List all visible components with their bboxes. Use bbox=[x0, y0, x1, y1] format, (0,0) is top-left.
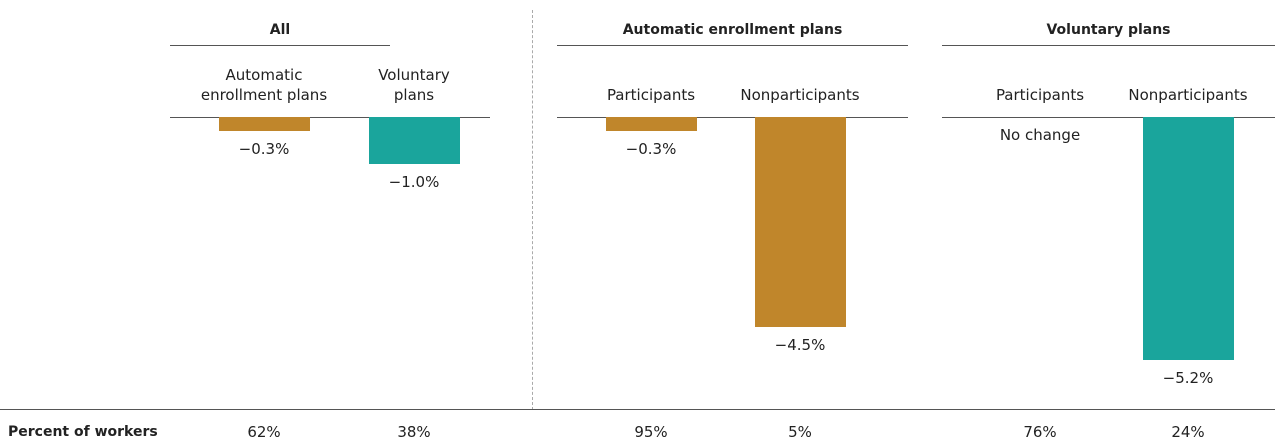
category-label: Nonparticipants bbox=[740, 86, 860, 104]
bar bbox=[1142, 117, 1234, 360]
value-label: −1.0% bbox=[388, 172, 440, 191]
row-label: Percent of workers bbox=[8, 424, 158, 440]
workers-value: 38% bbox=[397, 423, 431, 441]
category-label: Automatic enrollment plans bbox=[200, 66, 328, 104]
panel-title: All bbox=[269, 22, 291, 38]
title-rule bbox=[942, 45, 1275, 46]
bar bbox=[605, 117, 697, 131]
workers-value: 76% bbox=[1023, 423, 1057, 441]
category-label: Participants bbox=[995, 86, 1085, 104]
baseline bbox=[942, 117, 1275, 118]
bar bbox=[754, 117, 846, 327]
workers-value: 24% bbox=[1171, 423, 1205, 441]
value-label: −0.3% bbox=[625, 140, 677, 158]
value-label: −0.3% bbox=[238, 140, 290, 158]
baseline bbox=[557, 117, 908, 118]
value-label: −5.2% bbox=[1162, 368, 1214, 387]
panel-title: Voluntary plans bbox=[1046, 22, 1171, 38]
panel-title: Automatic enrollment plans bbox=[622, 22, 843, 38]
category-label: Nonparticipants bbox=[1128, 86, 1248, 104]
category-label: Participants bbox=[606, 86, 696, 104]
workers-value: 5% bbox=[788, 423, 812, 441]
divider bbox=[532, 10, 533, 410]
bar bbox=[368, 117, 460, 164]
bar bbox=[218, 117, 310, 131]
bottom-rule bbox=[0, 409, 1275, 410]
workers-value: 95% bbox=[634, 423, 668, 441]
workers-value: 62% bbox=[247, 423, 281, 441]
title-rule bbox=[557, 45, 908, 46]
category-label: Voluntary plans bbox=[378, 66, 450, 104]
title-rule bbox=[170, 45, 390, 46]
value-label: No change bbox=[999, 126, 1081, 144]
baseline bbox=[170, 117, 490, 118]
value-label: −4.5% bbox=[774, 336, 826, 354]
